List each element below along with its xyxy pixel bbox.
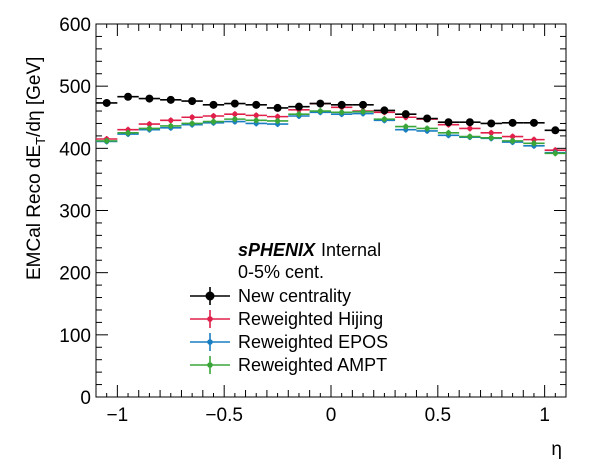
data-point <box>232 111 238 117</box>
data-point <box>316 99 325 108</box>
data-point <box>337 100 346 109</box>
y-axis-title: EMCal Reco dET/dη [GeV] <box>24 57 48 280</box>
data-point <box>552 150 558 156</box>
data-point <box>294 102 303 111</box>
legend-marker <box>207 316 213 322</box>
data-point <box>444 118 453 127</box>
data-point <box>445 130 452 136</box>
data-point <box>232 116 238 122</box>
data-point <box>509 138 516 144</box>
data-point <box>424 125 430 132</box>
data-point <box>189 120 195 127</box>
data-point <box>252 100 261 109</box>
data-point <box>146 125 153 132</box>
legend-label: Reweighted AMPT <box>238 355 387 375</box>
legend-status: Internal <box>321 240 381 260</box>
y-tick-label: 200 <box>59 264 91 285</box>
legend-label: Reweighted Hijing <box>238 309 383 329</box>
data-point <box>380 106 389 115</box>
data-point <box>465 118 474 127</box>
data-point <box>274 118 281 124</box>
data-point <box>551 126 560 135</box>
data-point <box>253 112 259 118</box>
data-point <box>488 130 494 136</box>
legend-marker <box>205 291 215 301</box>
series-reweighted-ampt <box>96 108 566 157</box>
data-point <box>209 100 218 109</box>
x-tick-label: 0 <box>326 405 337 426</box>
data-point <box>253 117 259 123</box>
data-point <box>273 103 282 112</box>
data-point <box>188 97 197 106</box>
data-point <box>531 137 537 143</box>
x-tick-label: −1 <box>107 405 129 426</box>
y-axis-title-tail: /dη [GeV] <box>24 57 45 137</box>
y-axis-title-subscript: T <box>33 137 48 145</box>
x-tick-label: 0.5 <box>425 405 451 426</box>
x-tick-labels: −1 −0.5 0 0.5 1 <box>107 405 550 426</box>
data-point <box>339 109 345 115</box>
y-axis-title-main: EMCal Reco dE <box>24 145 45 280</box>
data-point <box>381 116 388 122</box>
data-point <box>487 119 496 128</box>
data-point <box>531 140 537 146</box>
data-point <box>125 130 131 136</box>
data-point <box>509 133 516 140</box>
data-series <box>96 92 566 157</box>
data-point <box>210 113 217 119</box>
y-tick-label: 300 <box>59 202 91 223</box>
data-point <box>359 100 368 109</box>
data-point <box>210 119 217 125</box>
data-point <box>529 118 538 127</box>
series-new-centrality <box>96 92 566 135</box>
y-tick-labels: 0 100 200 300 400 500 600 <box>59 15 91 409</box>
data-point <box>401 110 410 119</box>
data-point <box>488 135 494 141</box>
data-point <box>146 121 153 127</box>
legend-label: New centrality <box>238 286 351 306</box>
x-tick-label: 1 <box>539 405 550 426</box>
data-point <box>274 114 281 120</box>
data-point <box>508 118 517 127</box>
data-point <box>102 98 111 107</box>
data-point <box>166 95 175 104</box>
x-axis-title: η <box>551 439 562 460</box>
legend-brand: sPHENIX <box>238 240 316 260</box>
x-ticks <box>95 24 567 397</box>
data-point <box>189 114 195 120</box>
legend-marker <box>207 362 213 368</box>
data-point <box>360 109 366 115</box>
data-point <box>168 117 174 123</box>
data-point <box>104 138 110 144</box>
legend-centrality: 0-5% cent. <box>238 262 324 282</box>
y-tick-label: 100 <box>59 326 91 347</box>
data-point <box>317 108 323 114</box>
x-tick-label: −0.5 <box>205 405 243 426</box>
data-point <box>230 99 239 108</box>
y-tick-label: 400 <box>59 139 91 160</box>
data-point <box>296 111 302 117</box>
series-reweighted-hijing <box>96 100 566 154</box>
data-point <box>403 123 409 130</box>
data-point <box>423 114 432 123</box>
legend: sPHENIX Internal 0-5% cent. New centralit… <box>190 240 388 375</box>
data-point <box>467 125 473 132</box>
data-point <box>168 123 174 129</box>
y-tick-label: 0 <box>80 388 91 409</box>
legend-header: sPHENIX Internal <box>238 240 381 260</box>
legend-label: Reweighted EPOS <box>238 332 388 352</box>
y-ticks <box>96 23 566 398</box>
legend-marker <box>207 339 213 345</box>
y-tick-label: 500 <box>59 77 91 98</box>
data-point <box>467 133 473 140</box>
y-tick-label: 600 <box>59 15 91 36</box>
data-point <box>124 92 133 101</box>
data-point <box>145 94 154 103</box>
legend-entries: New centrality Reweighted Hijing Reweighte… <box>190 286 388 375</box>
